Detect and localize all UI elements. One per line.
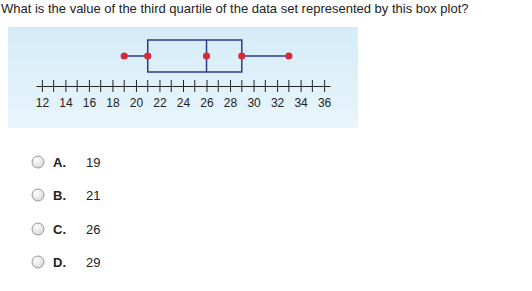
- chart-panel: [8, 27, 358, 128]
- point-q3: [238, 52, 245, 59]
- x-tick-label: 24: [177, 96, 191, 110]
- radio-button[interactable]: [32, 189, 44, 201]
- point-q1: [144, 52, 151, 59]
- x-tick-mark: [301, 80, 302, 92]
- x-tick: 32: [271, 80, 285, 110]
- x-tick-mark: [324, 80, 325, 92]
- x-tick-label: 12: [36, 96, 50, 110]
- x-tick: 36: [318, 80, 332, 110]
- x-minor-tick: [312, 80, 313, 92]
- x-tick: 12: [36, 80, 50, 110]
- box-plot: [121, 40, 293, 72]
- x-tick-mark: [277, 80, 278, 92]
- question: What is the value of the third quartile …: [1, 1, 469, 16]
- point-max: [285, 52, 292, 59]
- box: [148, 40, 242, 72]
- x-minor-tick: [100, 80, 101, 92]
- radio-button[interactable]: [32, 156, 44, 168]
- x-minor-tick: [265, 80, 266, 92]
- x-minor-tick: [194, 80, 195, 92]
- point-min: [121, 52, 128, 59]
- x-minor-tick: [124, 80, 125, 92]
- x-axis: 12 14 16 18 20 22 24 26 28 30 32 34 36: [36, 80, 332, 110]
- x-tick-label: 34: [294, 96, 308, 110]
- x-minor-tick: [241, 80, 242, 92]
- x-tick-label: 28: [224, 96, 238, 110]
- x-tick-label: 14: [59, 96, 73, 110]
- x-tick-label: 18: [106, 96, 120, 110]
- x-tick: 24: [177, 80, 191, 110]
- x-tick-label: 22: [153, 96, 167, 110]
- option-value[interactable]: 26: [86, 222, 100, 237]
- x-tick-label: 16: [83, 96, 97, 110]
- x-minor-tick: [288, 80, 289, 92]
- option-letter[interactable]: D.: [53, 255, 66, 270]
- x-tick-mark: [207, 80, 208, 92]
- page: What is the value of the third quartile …: [0, 0, 532, 291]
- x-tick: 16: [83, 80, 97, 110]
- x-tick-label: 36: [318, 96, 332, 110]
- radio-button[interactable]: [32, 256, 44, 268]
- x-tick-mark: [159, 80, 160, 92]
- x-tick-label: 30: [247, 96, 261, 110]
- x-tick-label: 26: [200, 96, 214, 110]
- x-tick-mark: [136, 80, 137, 92]
- option-value[interactable]: 21: [86, 188, 100, 203]
- x-tick: 34: [294, 80, 308, 110]
- x-tick-mark: [254, 80, 255, 92]
- point-median: [203, 52, 210, 59]
- x-minor-tick: [77, 80, 78, 92]
- x-tick-mark: [65, 80, 66, 92]
- upper-whisker: [242, 55, 289, 57]
- x-minor-tick: [218, 80, 219, 92]
- x-tick-mark: [112, 80, 113, 92]
- x-minor-tick: [171, 80, 172, 92]
- x-tick-label: 32: [271, 96, 285, 110]
- x-tick-mark: [42, 80, 43, 92]
- option-value[interactable]: 19: [86, 155, 100, 170]
- x-tick: 26: [200, 80, 214, 110]
- x-tick-mark: [89, 80, 90, 92]
- option-letter[interactable]: B.: [53, 188, 66, 203]
- x-minor-ticks: [54, 80, 313, 92]
- x-minor-tick: [53, 80, 54, 92]
- x-tick-mark: [230, 80, 231, 92]
- option-letter[interactable]: A.: [53, 155, 66, 170]
- x-minor-tick: [147, 80, 148, 92]
- x-tick-label: 20: [130, 96, 144, 110]
- option-letter[interactable]: C.: [53, 222, 66, 237]
- x-tick: 22: [153, 80, 167, 110]
- x-tick: 18: [106, 80, 120, 110]
- x-tick: 30: [247, 80, 261, 110]
- x-tick-mark: [183, 80, 184, 92]
- x-tick: 20: [130, 80, 144, 110]
- x-tick: 28: [224, 80, 238, 110]
- option-value[interactable]: 29: [86, 255, 100, 270]
- radio-button[interactable]: [32, 223, 44, 235]
- x-tick: 14: [59, 80, 73, 110]
